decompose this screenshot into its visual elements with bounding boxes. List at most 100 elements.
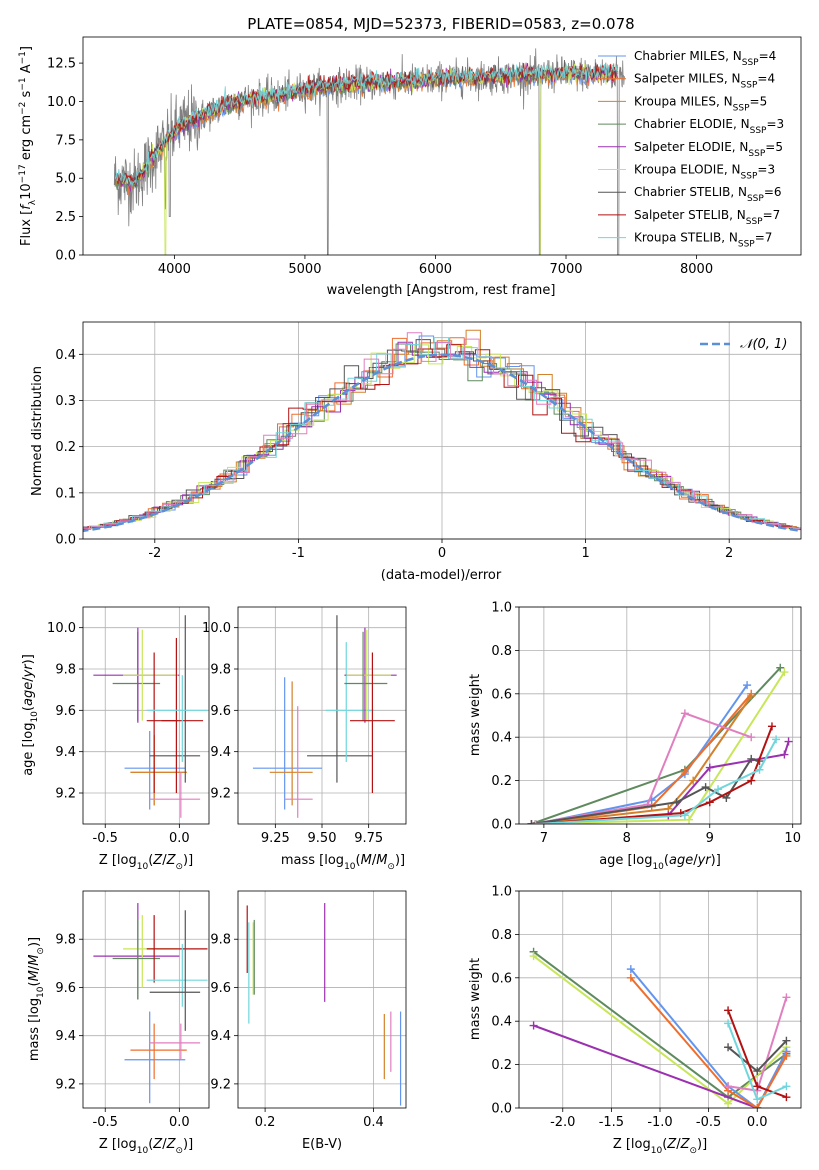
label-part: =5 [765,140,783,154]
axes-frame [518,606,802,825]
y-tick-label: 0.4 [491,731,512,746]
label-part: SSP [741,81,758,91]
label-part: Kroupa ELODIE, N [634,163,741,177]
model-line-kroupa-elodie [115,63,619,255]
label-part: Z [680,1137,691,1152]
weight-marker [672,798,681,807]
label-part: Flux [ [19,210,34,246]
weight-marker [527,820,536,824]
weight-marker [701,783,710,792]
label-part: Z [log [99,1137,137,1152]
y-tick-label: 9.4 [55,1029,76,1044]
x-tick-label: -2 [148,546,161,561]
x-axis-label: mass [log10(M/M⊙)] [281,853,405,872]
y-tick-label: 12.5 [47,57,76,72]
weight-marker [753,1067,762,1076]
weight-marker [724,1019,733,1028]
y-tick-label: 10.0 [47,95,76,110]
y-tick-label: 9.4 [55,745,76,760]
weight-marker [529,952,538,961]
weight-marker [626,965,635,974]
label-part: mass weight [468,958,483,1040]
y-tick-label: 0.1 [55,486,76,501]
y-axis-label: mass weight [468,674,483,756]
weight-marker [714,785,723,794]
label-part: Z [152,853,163,868]
axes-frame [237,606,407,825]
label-part: M [376,853,387,868]
x-tick-label: 2 [725,546,733,561]
x-tick-label: 7 [540,831,548,846]
label-part: −2 [18,102,28,115]
x-tick-label: 1 [581,546,589,561]
x-axis-label: (data-model)/error [381,568,502,583]
label-part: M [27,955,42,966]
legend-label: Kroupa ELODIE, NSSP=3 [634,163,775,182]
weight-marker [772,735,781,744]
label-part: s [19,90,34,101]
plot-area [93,903,208,1104]
label-part: ( [21,706,36,711]
label-part: SSP [738,240,755,250]
y-tick-label: 0.3 [55,394,76,409]
label-part: ⊙ [387,862,395,872]
y-tick-label: 0.0 [55,533,76,548]
label-part: M [361,853,372,868]
label-part: age [log [21,723,36,776]
weight-marker [782,1093,791,1102]
weight-marker [753,1082,762,1091]
label-part: yr [21,663,36,679]
label-part: SSP [741,172,758,182]
label-part: / [676,1137,681,1152]
weight-marker [680,767,689,776]
label-part: =6 [764,185,782,199]
label-part: Salpeter MILES, N [634,72,741,86]
weight-marker [724,1006,733,1015]
legend-label: 𝒩(0, 1) [740,337,787,352]
axes-frame [82,36,802,256]
label-part: )] [183,853,193,868]
weight-marker [782,1082,791,1091]
label-part: =5 [750,94,768,108]
plot-area [252,615,397,818]
y-tick-label: 1.0 [491,885,512,900]
x-axis-label: Z [log10(Z/Z⊙)] [99,1137,193,1156]
weight-marker [722,793,731,802]
label-part: ⊙ [689,1146,697,1156]
y-tick-label: 10.0 [202,621,231,636]
y-tick-label: 9.6 [55,981,76,996]
label-part: SSP [748,149,765,159]
y-tick-label: 0.0 [491,1102,512,1117]
x-tick-label: 7000 [549,262,582,277]
weight-marker [747,776,756,785]
weight-line [531,712,752,824]
label-part: )] [27,937,42,947]
label-part: f [19,203,34,210]
label-part: =3 [766,117,784,131]
model-line-kroupa-stelib [115,63,619,187]
weight-marker [685,815,694,824]
label-part: Chabrier ELODIE, N [634,117,750,131]
x-axis-label: Z [log10(Z/Z⊙)] [99,853,193,872]
x-tick-label: 9.25 [261,831,290,846]
label-part: ( [356,853,361,868]
legend-label: Salpeter STELIB, NSSP=7 [634,208,780,227]
y-tick-label: 9.4 [210,745,231,760]
label-part: age [669,853,693,868]
weight-marker [705,763,714,772]
y-tick-label: 9.8 [210,933,231,948]
weight-marker [782,993,791,1002]
label-part: 10 [652,862,664,872]
x-tick-label: 8 [623,831,631,846]
plot-area [527,663,793,824]
label-part: Chabrier STELIB, N [634,185,747,199]
y-tick-label: 9.8 [210,663,231,678]
weight-marker [753,1095,762,1104]
label-part: Kroupa STELIB, N [634,231,738,245]
label-part: 10 [344,862,356,872]
x-tick-label: 0.0 [169,831,190,846]
x-tick-label: -0.5 [93,1115,118,1130]
x-tick-label: 9.50 [308,831,337,846]
label-part: Z [166,853,177,868]
label-part: / [693,853,698,868]
